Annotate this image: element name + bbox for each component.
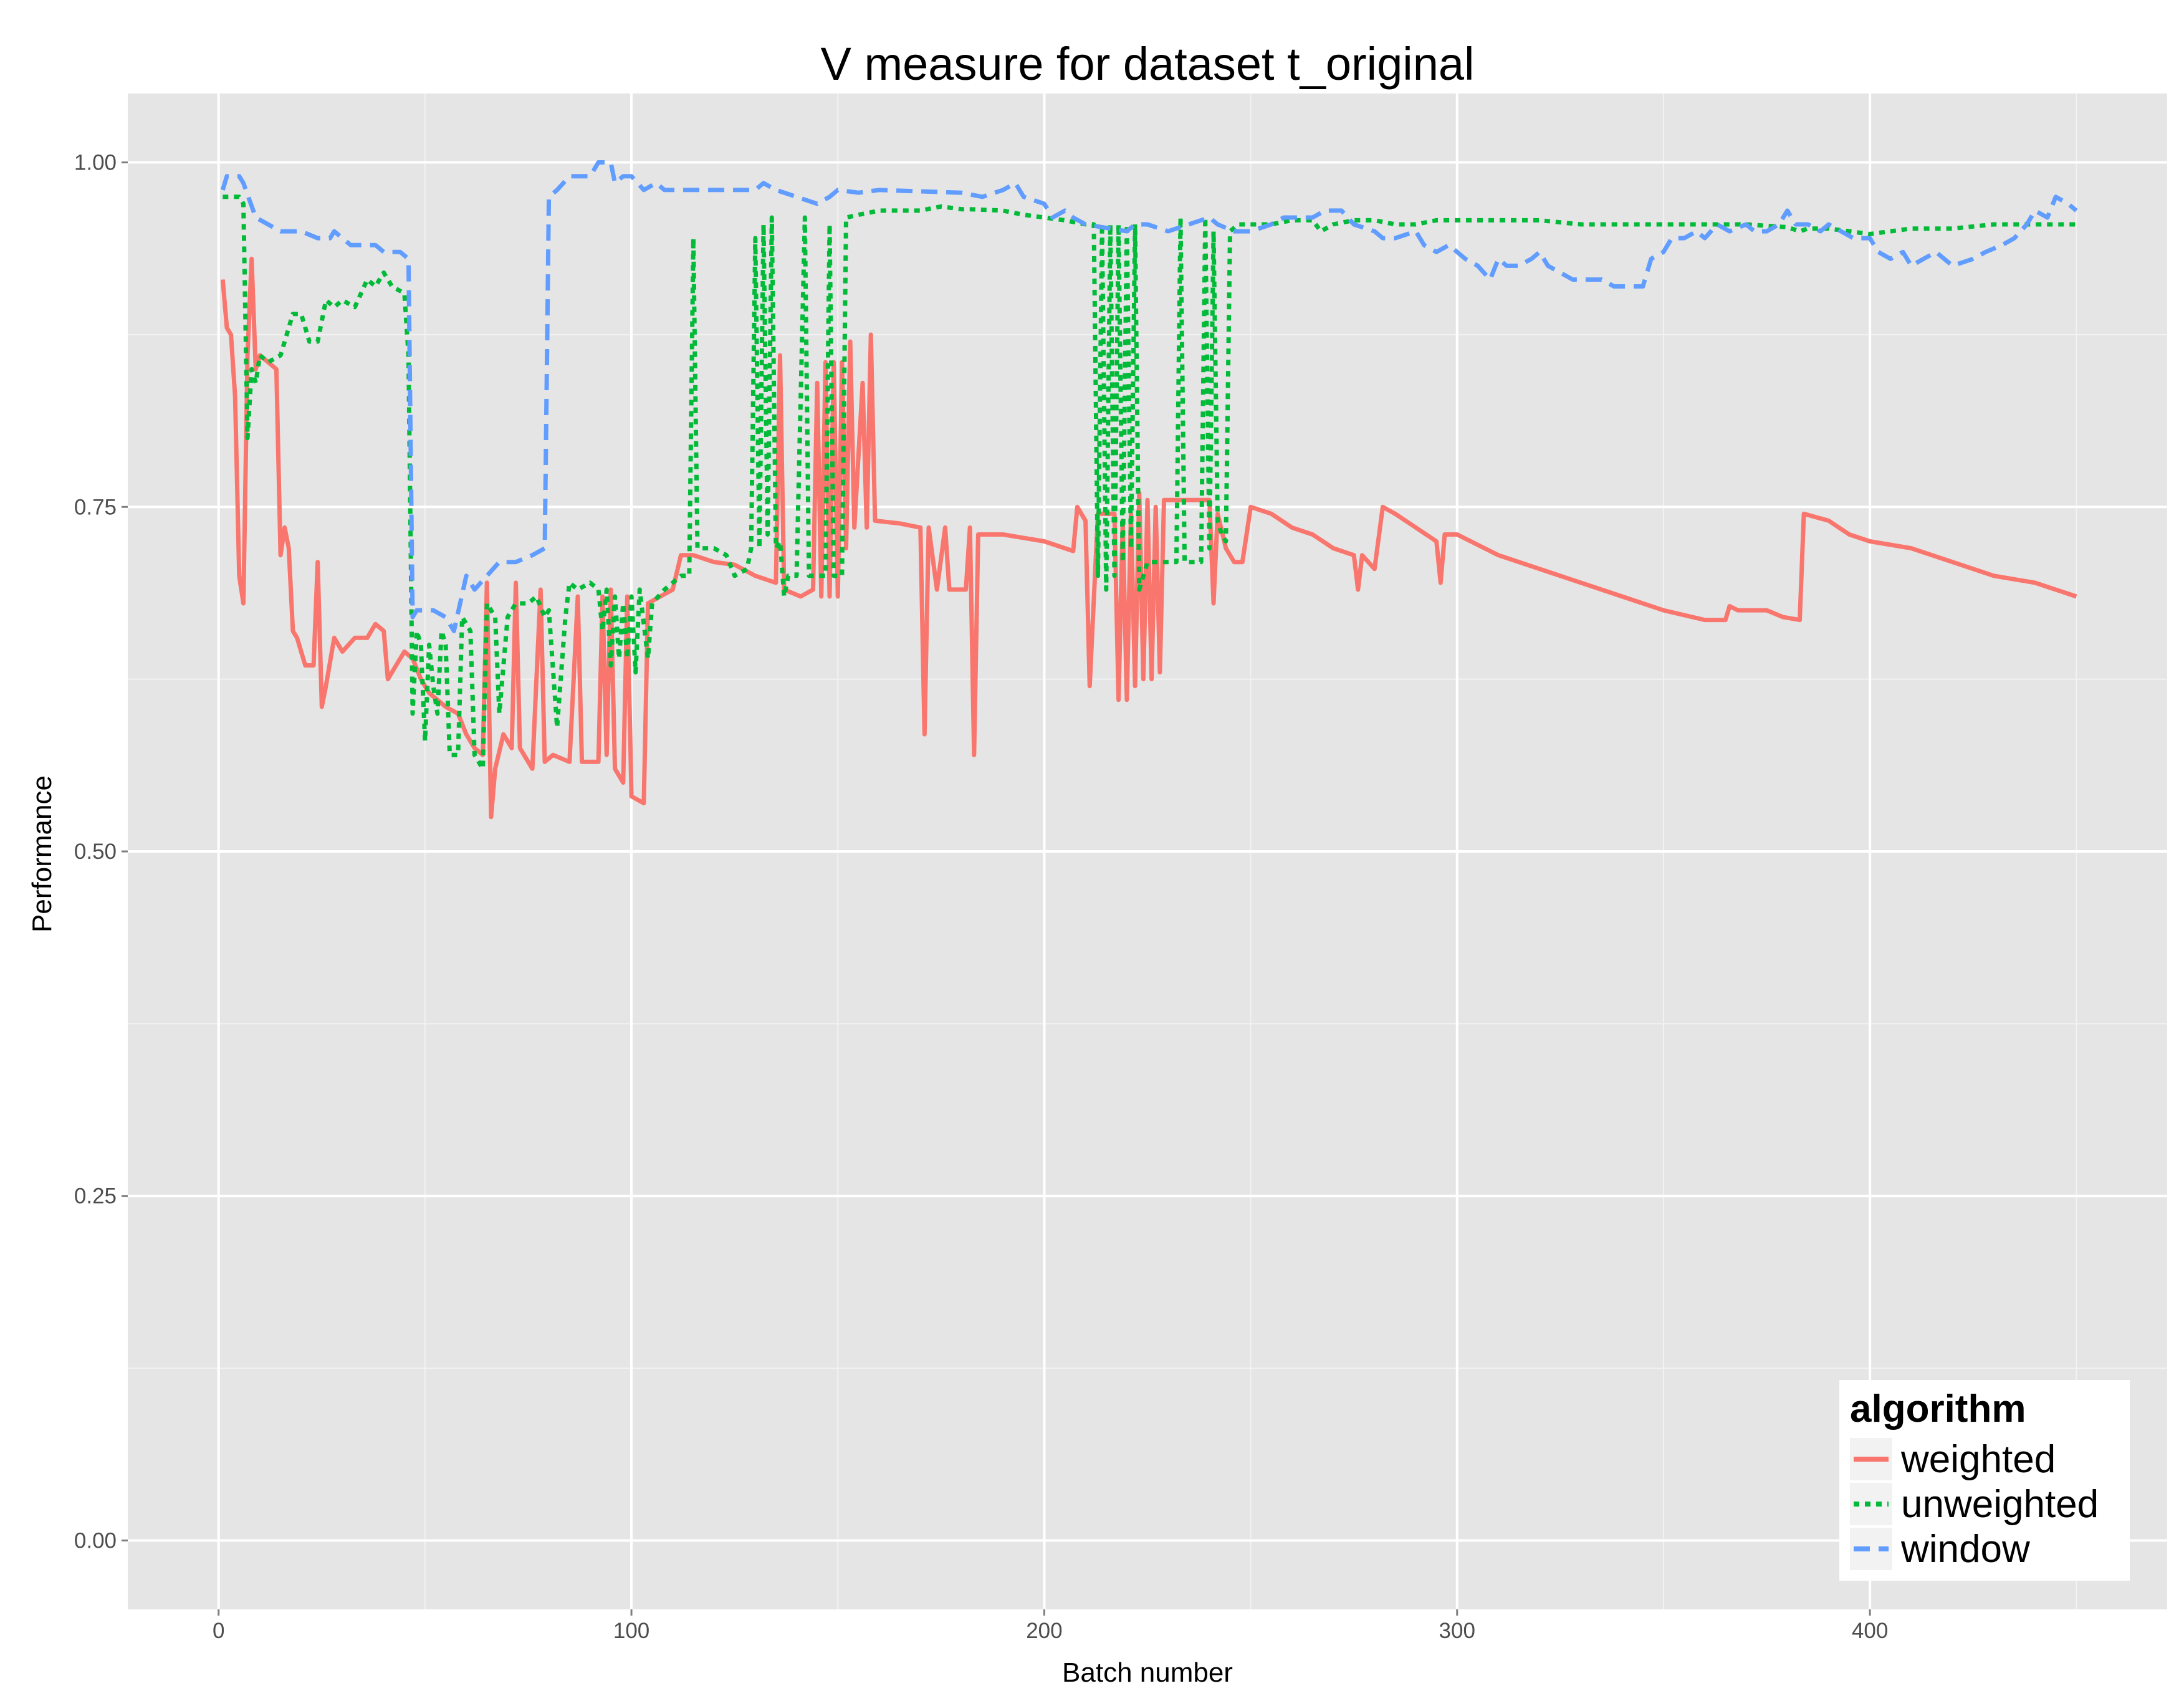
y-tick-label: 0.00 bbox=[74, 1528, 117, 1553]
y-tick-label: 1.00 bbox=[74, 151, 117, 175]
chart-title: V measure for dataset t_original bbox=[821, 38, 1475, 90]
major-gridlines bbox=[128, 93, 2167, 1609]
series-line-weighted bbox=[220, 256, 2077, 820]
x-tick-label: 0 bbox=[213, 1619, 224, 1643]
series-layer bbox=[220, 160, 2078, 820]
x-tick-label: 100 bbox=[613, 1619, 649, 1643]
legend-title: algorithm bbox=[1850, 1387, 2026, 1430]
legend-label-unweighted: unweighted bbox=[1901, 1483, 2099, 1526]
y-tick-label: 0.50 bbox=[74, 840, 117, 864]
y-axis: 0.00 0.25 0.50 0.75 1.00 bbox=[74, 151, 128, 1553]
legend-label-weighted: weighted bbox=[1900, 1438, 2056, 1481]
x-tick-label: 400 bbox=[1852, 1619, 1888, 1643]
x-tick-label: 200 bbox=[1026, 1619, 1062, 1643]
x-axis-title: Batch number bbox=[1062, 1657, 1233, 1688]
y-tick-label: 0.75 bbox=[74, 495, 117, 519]
series-line-window bbox=[220, 160, 2078, 633]
x-axis: 0 100 200 300 400 bbox=[213, 1609, 1888, 1643]
series-line-unweighted bbox=[223, 194, 2077, 771]
x-tick-label: 300 bbox=[1439, 1619, 1475, 1643]
legend-label-window: window bbox=[1900, 1528, 2030, 1571]
y-tick-label: 0.25 bbox=[74, 1184, 117, 1209]
y-axis-title: Performance bbox=[27, 775, 57, 932]
